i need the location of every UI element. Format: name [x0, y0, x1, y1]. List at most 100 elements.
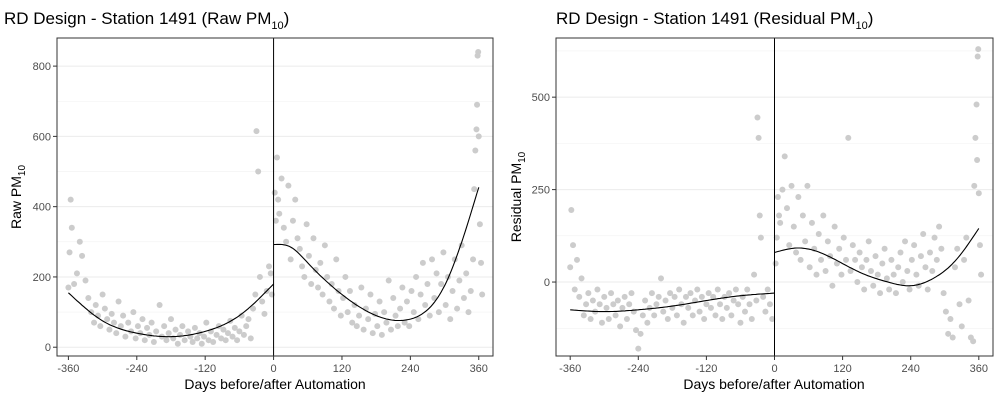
data-point	[66, 249, 73, 256]
data-point	[580, 312, 587, 319]
data-point	[310, 235, 317, 242]
y-tick-label: 600	[33, 131, 51, 143]
data-point	[633, 327, 640, 334]
data-point	[253, 128, 260, 135]
data-point	[417, 291, 424, 298]
data-point	[65, 284, 72, 291]
data-point	[397, 305, 404, 312]
data-point	[698, 293, 705, 300]
data-point	[429, 256, 436, 263]
data-point	[610, 301, 617, 308]
chart-title-subscript: 10	[856, 20, 868, 32]
data-point	[908, 256, 915, 263]
data-point	[137, 330, 144, 337]
data-point	[247, 335, 254, 342]
data-point	[974, 53, 981, 60]
data-point	[120, 312, 127, 319]
data-point	[399, 284, 406, 291]
data-point	[899, 279, 906, 286]
data-point	[472, 147, 479, 154]
data-point	[845, 134, 852, 141]
data-point	[349, 319, 356, 326]
data-point	[426, 312, 433, 319]
data-point	[867, 267, 874, 274]
data-point	[732, 286, 739, 293]
x-tick-label: 0	[771, 363, 777, 375]
data-point	[748, 316, 755, 323]
y-tick-label: 400	[33, 202, 51, 214]
data-point	[879, 260, 886, 267]
data-point	[971, 182, 978, 189]
data-point	[764, 286, 771, 293]
data-point	[865, 238, 872, 245]
data-point	[653, 301, 660, 308]
x-tick-label: 240	[902, 363, 920, 375]
data-point	[125, 319, 132, 326]
data-point	[820, 212, 827, 219]
data-point	[275, 196, 282, 203]
data-point	[881, 245, 888, 252]
data-point	[130, 309, 137, 316]
data-point	[267, 270, 274, 277]
panel-border	[56, 37, 494, 357]
chart-title-close: )	[868, 9, 874, 28]
data-point	[272, 217, 279, 224]
data-point	[623, 316, 630, 323]
data-point	[945, 330, 952, 337]
y-axis-title: Raw PM10	[8, 165, 28, 229]
data-point	[144, 324, 151, 331]
data-point	[895, 264, 902, 271]
data-point	[424, 280, 431, 287]
data-point	[161, 323, 168, 330]
data-point	[278, 175, 285, 182]
data-point	[449, 287, 456, 294]
y-axis-title-main: Residual PM	[508, 163, 524, 242]
data-point	[608, 290, 615, 297]
data-point	[774, 194, 781, 200]
data-point	[917, 253, 924, 260]
data-point	[299, 263, 306, 270]
data-point	[802, 238, 809, 245]
data-point	[285, 182, 292, 189]
data-point	[113, 330, 120, 337]
data-point	[687, 290, 694, 297]
data-point	[365, 316, 372, 323]
data-point	[694, 286, 701, 293]
data-point	[132, 335, 139, 342]
data-point	[621, 293, 628, 300]
data-point	[667, 290, 674, 297]
data-point	[863, 256, 870, 263]
data-point	[301, 273, 308, 280]
data-point	[710, 293, 717, 300]
data-point	[381, 309, 388, 316]
data-point	[680, 319, 687, 326]
data-point	[854, 279, 861, 286]
data-point	[689, 312, 696, 319]
data-point	[589, 297, 596, 304]
x-tick-label: -360	[57, 363, 79, 375]
data-point	[172, 326, 179, 333]
data-point	[769, 316, 776, 323]
data-point	[756, 212, 763, 219]
data-point	[840, 234, 847, 241]
data-point	[612, 312, 619, 319]
data-point	[471, 186, 478, 193]
data-point	[804, 182, 811, 189]
data-point	[110, 319, 117, 326]
data-point	[703, 301, 710, 308]
data-point	[312, 266, 319, 273]
data-point	[376, 298, 383, 305]
data-point	[877, 290, 884, 297]
data-point	[712, 312, 719, 319]
data-point	[701, 316, 708, 323]
data-point	[97, 323, 104, 330]
data-point	[330, 305, 337, 312]
data-point	[696, 308, 703, 315]
data-point	[818, 256, 825, 263]
data-point	[746, 301, 753, 308]
data-point	[76, 238, 83, 245]
x-tick-label: -120	[695, 363, 717, 375]
data-point	[635, 345, 642, 352]
data-point	[831, 223, 838, 230]
